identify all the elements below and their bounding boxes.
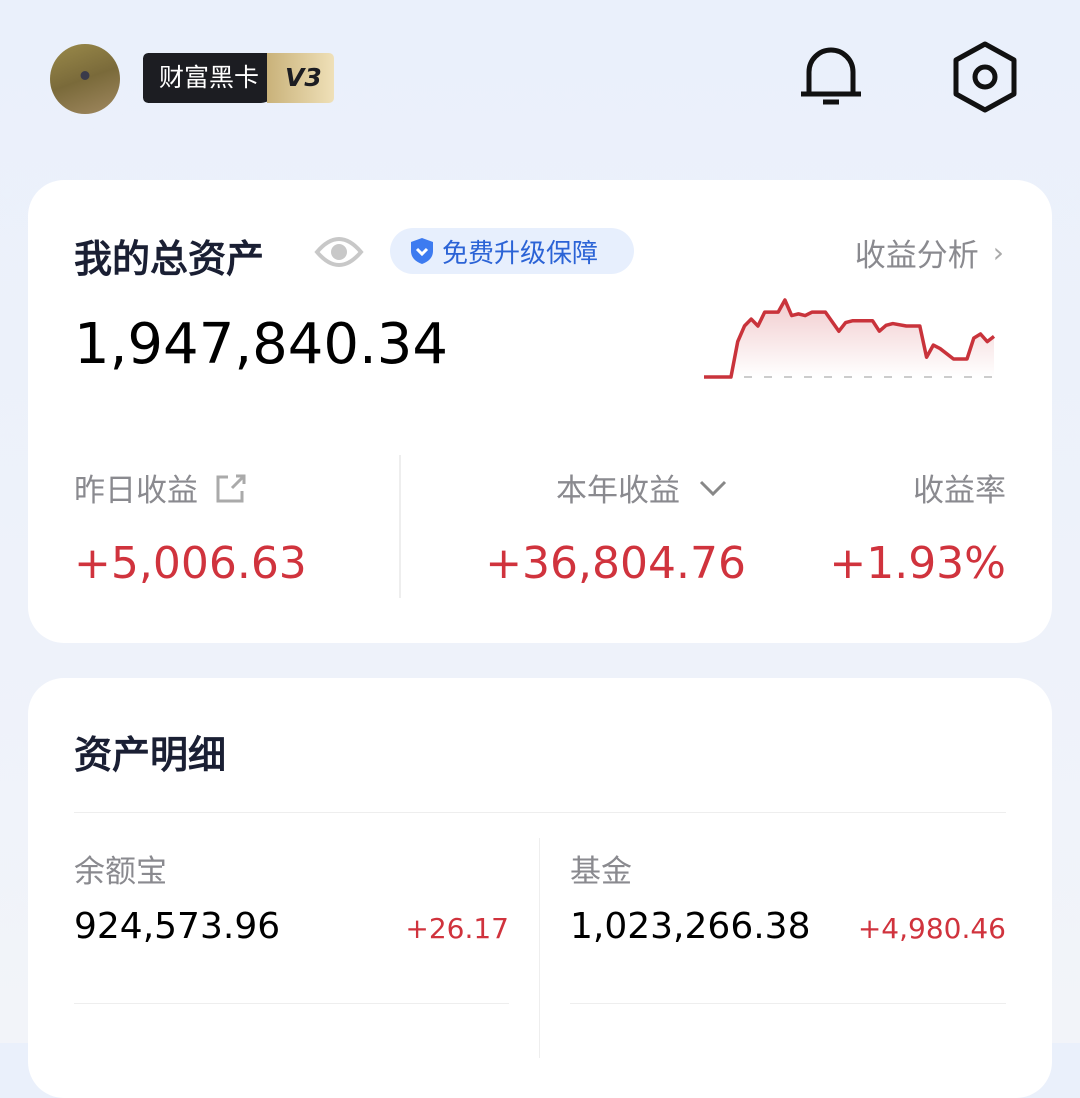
assets-sparkline[interactable] — [28, 180, 1052, 643]
badge-level: V3 — [267, 53, 334, 103]
asset-value: 1,023,266.38 — [570, 906, 811, 947]
asset-item-fund[interactable]: 基金 1,023,266.38 +4,980.46 — [570, 838, 1006, 1004]
yesterday-label-text: 昨日收益 — [74, 473, 198, 509]
protection-label: 免费升级保障 — [442, 238, 599, 269]
asset-detail-card: 资产明细 余额宝 924,573.96 +26.17 基金 1,023,266.… — [28, 678, 1052, 1098]
asset-change: +4,980.46 — [857, 912, 1006, 945]
year-income-dropdown[interactable]: 本年收益 — [556, 465, 728, 510]
year-income-value: +36,804.76 — [485, 538, 746, 589]
badge-label: 财富黑卡 — [143, 53, 276, 103]
asset-item-yuebao[interactable]: 余额宝 924,573.96 +26.17 — [74, 838, 509, 1004]
asset-change: +26.17 — [405, 912, 509, 945]
divider — [74, 812, 1006, 813]
chevron-down-icon — [699, 480, 727, 496]
divider — [539, 838, 540, 1058]
avatar[interactable] — [50, 44, 120, 114]
sparkline-line — [704, 298, 996, 379]
asset-name: 基金 — [570, 854, 632, 890]
eye-icon[interactable] — [314, 232, 364, 276]
yesterday-income-label[interactable]: 昨日收益 — [74, 465, 248, 510]
return-rate-value: +1.93% — [829, 538, 1006, 589]
divider — [399, 455, 401, 598]
return-rate-label: 收益率 — [913, 473, 1006, 509]
asset-name: 余额宝 — [74, 854, 167, 890]
chevron-right-icon: › — [992, 236, 1004, 269]
yesterday-income-value: +5,006.63 — [74, 538, 307, 589]
wealth-card-badge[interactable]: 财富黑卡 V3 — [143, 53, 334, 103]
assets-title: 我的总资产 — [74, 237, 265, 281]
bell-icon[interactable] — [795, 40, 867, 112]
asset-value: 924,573.96 — [74, 906, 281, 947]
protection-upgrade-button[interactable]: 免费升级保障 — [390, 228, 635, 274]
share-icon — [216, 474, 246, 502]
year-label-text: 本年收益 — [556, 473, 680, 509]
total-assets-value: 1,947,840.34 — [74, 312, 449, 377]
asset-detail-title: 资产明细 — [74, 733, 227, 777]
shield-icon — [411, 238, 433, 264]
income-analysis-label: 收益分析 — [854, 238, 979, 274]
sparkline-area — [704, 300, 994, 377]
income-analysis-link[interactable]: 收益分析 › — [855, 230, 1004, 275]
total-assets-card: 我的总资产 免费升级保障 收益分析 › 1,947,840.34 昨日收益 +5… — [28, 180, 1052, 643]
settings-icon[interactable] — [948, 40, 1022, 114]
